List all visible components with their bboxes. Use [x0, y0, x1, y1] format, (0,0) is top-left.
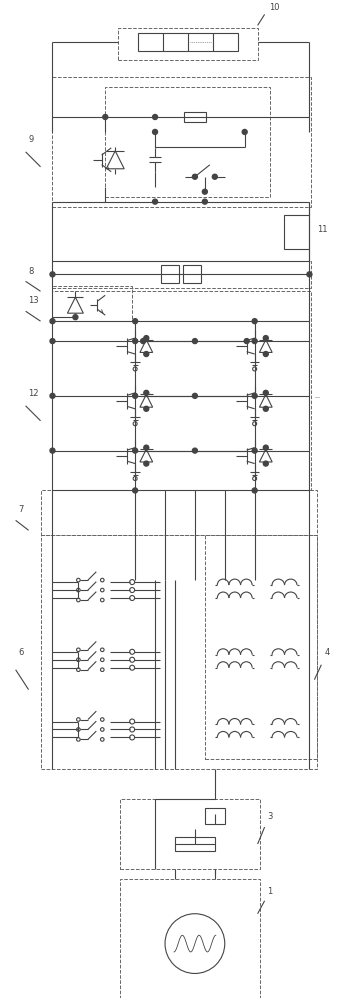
Bar	[52, 291, 311, 490]
Bar	[175, 837, 215, 851]
Text: 11: 11	[317, 225, 328, 234]
Circle shape	[252, 393, 257, 398]
Bar	[120, 879, 260, 998]
Bar	[105, 87, 270, 197]
Circle shape	[144, 445, 149, 450]
Circle shape	[307, 272, 312, 277]
Bar	[183, 265, 201, 283]
Bar	[52, 286, 132, 321]
Circle shape	[144, 352, 149, 357]
Text: 12: 12	[29, 389, 39, 398]
Circle shape	[50, 319, 55, 324]
Circle shape	[192, 339, 197, 344]
Bar	[118, 28, 258, 60]
Text: 10: 10	[270, 3, 280, 12]
Text: ---: ---	[314, 395, 320, 400]
Circle shape	[103, 115, 108, 119]
Text: 6: 6	[19, 648, 24, 657]
Text: 7: 7	[19, 505, 24, 514]
Circle shape	[263, 461, 268, 466]
Circle shape	[263, 406, 268, 411]
Circle shape	[144, 336, 149, 341]
Bar	[205, 808, 225, 824]
Circle shape	[132, 393, 138, 398]
Circle shape	[212, 174, 217, 179]
Circle shape	[132, 339, 138, 344]
Circle shape	[244, 339, 249, 344]
Circle shape	[263, 352, 268, 357]
Bar	[138, 33, 238, 51]
Text: 3: 3	[268, 812, 273, 821]
Circle shape	[144, 390, 149, 395]
Circle shape	[192, 174, 197, 179]
Circle shape	[152, 199, 158, 204]
Circle shape	[50, 339, 55, 344]
Text: 8: 8	[29, 267, 34, 276]
Text: 13: 13	[29, 296, 39, 305]
Circle shape	[50, 272, 55, 277]
Circle shape	[141, 339, 146, 344]
Circle shape	[73, 315, 78, 320]
Circle shape	[192, 448, 197, 453]
Bar	[161, 265, 179, 283]
Circle shape	[252, 319, 257, 324]
Circle shape	[132, 319, 138, 324]
Bar	[120, 799, 260, 869]
Circle shape	[50, 448, 55, 453]
Circle shape	[202, 199, 207, 204]
Circle shape	[252, 339, 257, 344]
Circle shape	[202, 189, 207, 194]
Bar	[284, 215, 309, 249]
Circle shape	[132, 488, 138, 493]
Bar	[205, 535, 317, 759]
Bar	[52, 261, 311, 288]
Bar	[41, 535, 317, 769]
Text: 4: 4	[324, 648, 330, 657]
Circle shape	[152, 129, 158, 134]
Circle shape	[50, 393, 55, 398]
Circle shape	[263, 390, 268, 395]
Circle shape	[252, 448, 257, 453]
Circle shape	[263, 445, 268, 450]
Circle shape	[242, 129, 247, 134]
Circle shape	[132, 448, 138, 453]
Text: 1: 1	[268, 887, 273, 896]
Bar	[184, 112, 206, 122]
Circle shape	[263, 336, 268, 341]
Text: 9: 9	[29, 135, 34, 144]
Bar	[52, 77, 311, 207]
Bar	[41, 490, 317, 535]
Circle shape	[192, 393, 197, 398]
Circle shape	[252, 488, 257, 493]
Circle shape	[152, 115, 158, 119]
Circle shape	[144, 461, 149, 466]
Circle shape	[144, 406, 149, 411]
